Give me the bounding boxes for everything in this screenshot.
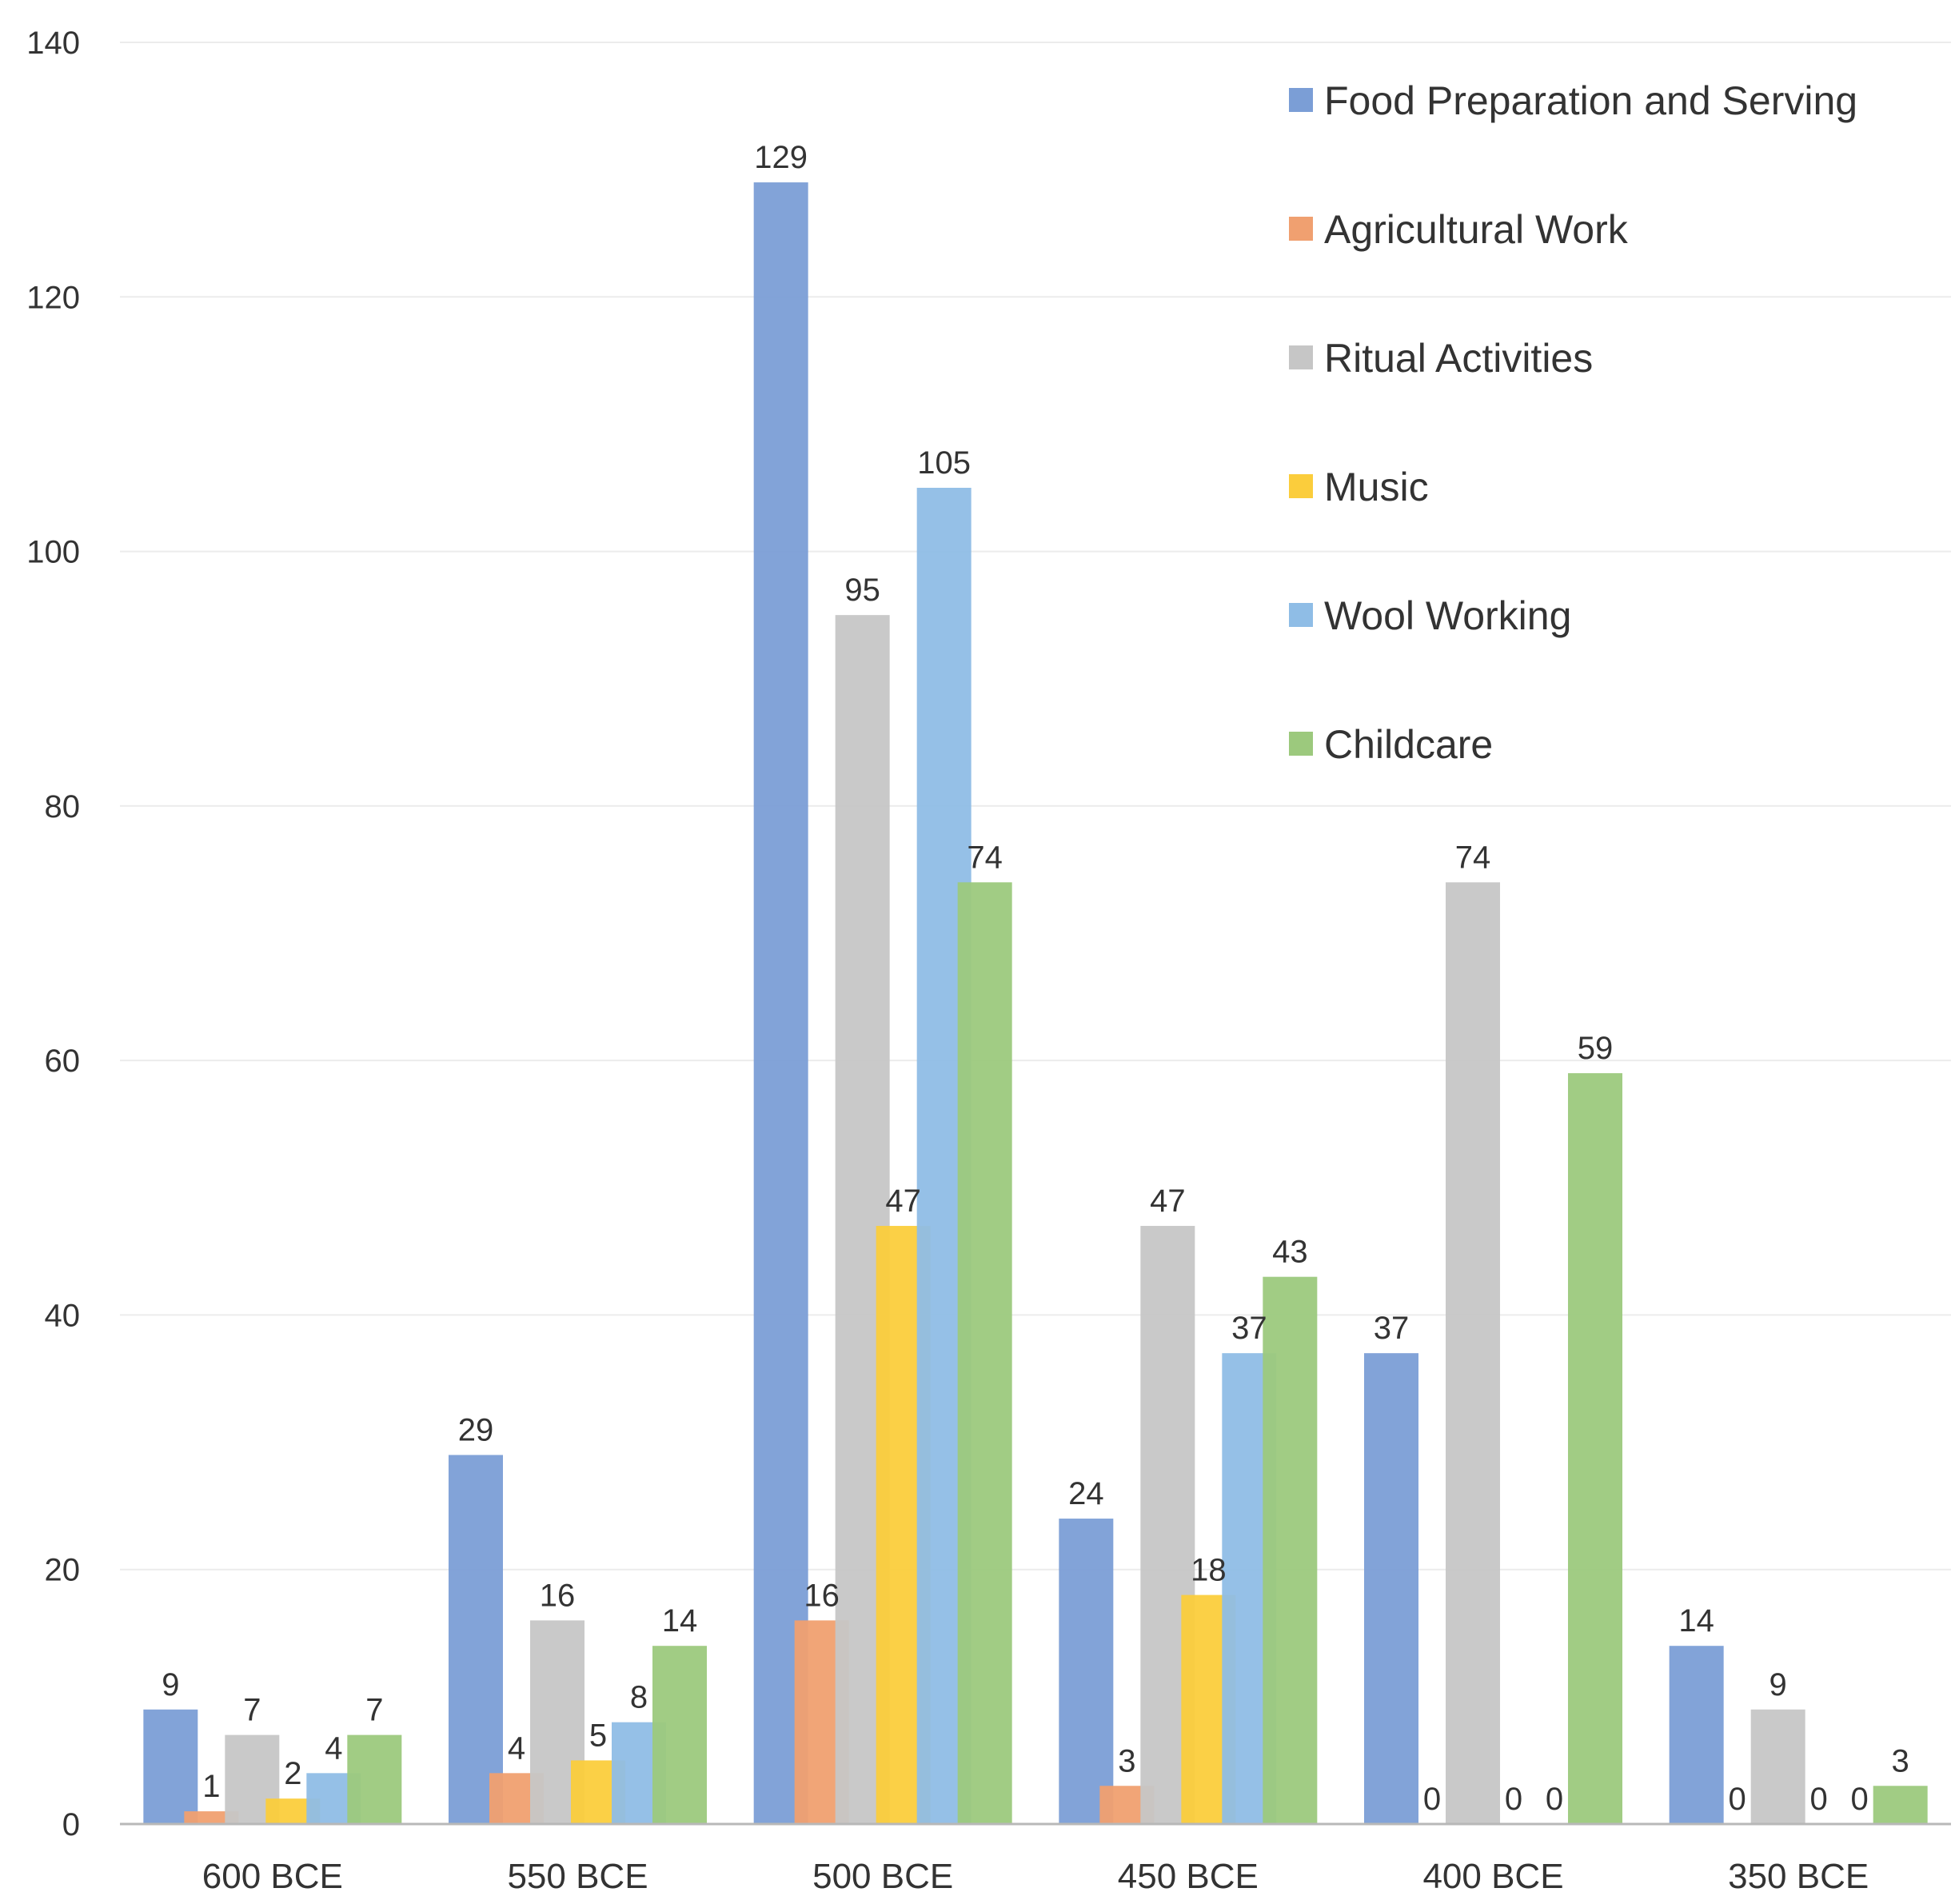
data-label: 18 — [1191, 1553, 1227, 1588]
y-tick-label: 0 — [62, 1807, 80, 1842]
data-label: 0 — [1423, 1782, 1441, 1817]
legend-label: Ritual Activities — [1324, 336, 1593, 381]
data-label: 105 — [917, 445, 971, 481]
data-label: 0 — [1810, 1782, 1828, 1817]
x-tick-label: 500 BCE — [812, 1857, 953, 1896]
data-label: 43 — [1272, 1235, 1308, 1270]
bar — [1446, 882, 1500, 1824]
legend-entry: Ritual Activities — [1289, 336, 1593, 381]
data-label: 29 — [458, 1412, 494, 1447]
bar — [1263, 1276, 1318, 1824]
legend-label: Wool Working — [1324, 593, 1571, 638]
data-label: 2 — [284, 1756, 301, 1791]
x-tick-label: 350 BCE — [1728, 1857, 1869, 1896]
data-label: 16 — [540, 1578, 576, 1613]
legend-entry: Agricultural Work — [1289, 207, 1629, 252]
legend: Food Preparation and Serving Agricultural… — [1289, 78, 1857, 767]
bar — [1568, 1073, 1622, 1824]
legend-swatch — [1289, 474, 1313, 498]
bar — [1364, 1353, 1418, 1824]
y-tick-label: 140 — [26, 26, 80, 61]
data-label: 3 — [1892, 1743, 1909, 1778]
legend-entry: Music — [1289, 465, 1429, 509]
data-label: 4 — [325, 1730, 342, 1766]
data-label: 16 — [804, 1578, 840, 1613]
data-label: 0 — [1851, 1782, 1869, 1817]
data-label: 8 — [630, 1680, 648, 1715]
data-label: 47 — [1150, 1184, 1186, 1219]
data-label: 0 — [1729, 1782, 1746, 1817]
data-label: 24 — [1068, 1476, 1104, 1511]
bar — [753, 182, 808, 1825]
data-label: 74 — [1455, 840, 1491, 875]
bar — [957, 882, 1012, 1824]
data-label: 3 — [1118, 1743, 1135, 1778]
x-tick-label: 400 BCE — [1422, 1857, 1563, 1896]
gridlines — [120, 42, 1951, 1571]
data-label: 14 — [662, 1603, 698, 1639]
data-label: 95 — [844, 573, 880, 608]
data-label: 37 — [1231, 1311, 1267, 1346]
legend-entry: Wool Working — [1289, 593, 1571, 638]
bar — [1750, 1709, 1805, 1824]
bars — [143, 182, 1928, 1825]
legend-swatch — [1289, 603, 1313, 627]
data-label: 5 — [589, 1718, 607, 1753]
y-tick-label: 20 — [45, 1553, 81, 1588]
data-label: 59 — [1578, 1031, 1614, 1066]
data-label: 0 — [1505, 1782, 1522, 1817]
legend-label: Childcare — [1324, 722, 1493, 767]
y-tick-label: 40 — [45, 1298, 81, 1333]
legend-swatch — [1289, 732, 1313, 756]
legend-label: Agricultural Work — [1324, 207, 1629, 252]
data-label: 9 — [1769, 1667, 1787, 1702]
data-label: 7 — [365, 1693, 383, 1728]
data-label: 14 — [1678, 1603, 1714, 1639]
data-label: 1 — [202, 1769, 220, 1804]
data-label: 7 — [243, 1693, 261, 1728]
x-tick-label: 600 BCE — [202, 1857, 343, 1896]
data-label: 37 — [1374, 1311, 1410, 1346]
bar — [1669, 1646, 1724, 1824]
data-label: 4 — [508, 1730, 525, 1766]
x-tick-label: 450 BCE — [1118, 1857, 1259, 1896]
legend-swatch — [1289, 88, 1313, 112]
data-label: 9 — [162, 1667, 179, 1702]
x-tick-label: 550 BCE — [507, 1857, 648, 1896]
y-tick-label: 80 — [45, 789, 81, 824]
data-label: 129 — [754, 140, 808, 175]
bar — [1873, 1786, 1928, 1824]
bar — [652, 1646, 707, 1824]
legend-label: Food Preparation and Serving — [1324, 78, 1857, 123]
legend-label: Music — [1324, 465, 1429, 509]
data-labels: 9172472941658141291695471057424347183743… — [162, 140, 1909, 1817]
bar — [1059, 1519, 1114, 1824]
bar — [184, 1811, 239, 1824]
data-label: 47 — [885, 1184, 921, 1219]
bar — [347, 1734, 402, 1824]
legend-entry: Food Preparation and Serving — [1289, 78, 1857, 123]
y-tick-label: 100 — [26, 535, 80, 570]
data-label: 0 — [1546, 1782, 1563, 1817]
data-label: 74 — [967, 840, 1003, 875]
legend-swatch — [1289, 217, 1313, 241]
bar — [449, 1455, 503, 1824]
y-tick-label: 120 — [26, 280, 80, 315]
legend-entry: Childcare — [1289, 722, 1493, 767]
y-tick-label: 60 — [45, 1044, 81, 1079]
bar — [143, 1709, 198, 1824]
legend-swatch — [1289, 345, 1313, 369]
